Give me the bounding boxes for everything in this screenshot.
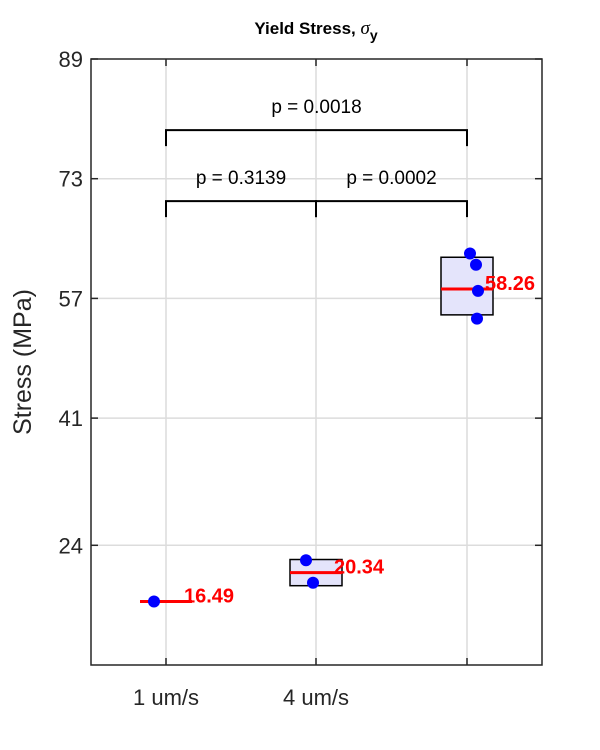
median-value-label: 20.34 bbox=[334, 557, 385, 579]
box-group: 58.26 bbox=[440, 247, 535, 325]
axes-ticks: 24 41 57 73 89 1 um/s 4 um/s bbox=[59, 47, 542, 710]
y-axis-title: Stress (MPa) bbox=[9, 289, 37, 435]
box-group: 20.34 bbox=[289, 554, 385, 589]
data-point bbox=[470, 258, 482, 271]
data-point bbox=[464, 247, 476, 260]
median-value-label: 58.26 bbox=[485, 273, 535, 295]
data-point bbox=[300, 554, 312, 567]
box-plots: 16.49 20.34 58.26 bbox=[140, 247, 535, 608]
y-tick-label: 89 bbox=[59, 47, 83, 72]
p-value-label: p = 0.0002 bbox=[346, 168, 436, 189]
chart-title-text: Yield Stress, bbox=[254, 19, 360, 38]
significance-bracket: p = 0.3139 bbox=[165, 168, 317, 218]
significance-brackets: p = 0.3139 p = 0.0002 p = 0.0018 bbox=[165, 97, 468, 218]
chart-title-symbol: σ bbox=[360, 18, 370, 39]
data-point bbox=[148, 595, 160, 608]
p-value-label: p = 0.3139 bbox=[196, 168, 286, 189]
chart-title-subscript: y bbox=[370, 27, 378, 43]
data-point bbox=[471, 312, 483, 325]
data-point bbox=[307, 576, 319, 589]
significance-bracket: p = 0.0018 bbox=[165, 97, 468, 147]
bracket-line bbox=[165, 200, 317, 218]
data-point bbox=[472, 284, 484, 297]
median-value-label: 16.49 bbox=[184, 585, 234, 607]
p-value-label: p = 0.0018 bbox=[271, 97, 361, 118]
y-tick-label: 57 bbox=[59, 286, 83, 311]
x-tick-label: 1 um/s bbox=[133, 685, 199, 710]
y-tick-label: 41 bbox=[59, 406, 83, 431]
significance-bracket: p = 0.0002 bbox=[315, 168, 468, 218]
y-tick-label: 24 bbox=[59, 533, 83, 558]
bracket-line bbox=[315, 200, 468, 218]
x-tick-label: 4 um/s bbox=[283, 685, 349, 710]
y-tick-label: 73 bbox=[59, 167, 83, 192]
chart-title: Yield Stress, σy bbox=[254, 18, 378, 43]
box-group: 16.49 bbox=[140, 585, 234, 608]
bracket-line bbox=[165, 129, 468, 147]
